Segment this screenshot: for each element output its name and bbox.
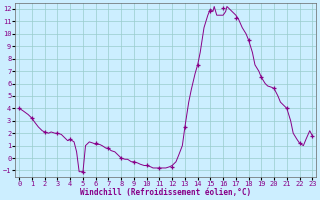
X-axis label: Windchill (Refroidissement éolien,°C): Windchill (Refroidissement éolien,°C) — [80, 188, 251, 197]
